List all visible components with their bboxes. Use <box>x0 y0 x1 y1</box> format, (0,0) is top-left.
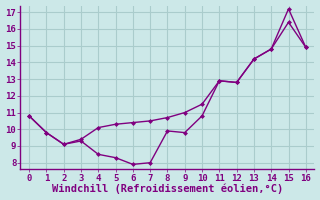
X-axis label: Windchill (Refroidissement éolien,°C): Windchill (Refroidissement éolien,°C) <box>52 184 283 194</box>
